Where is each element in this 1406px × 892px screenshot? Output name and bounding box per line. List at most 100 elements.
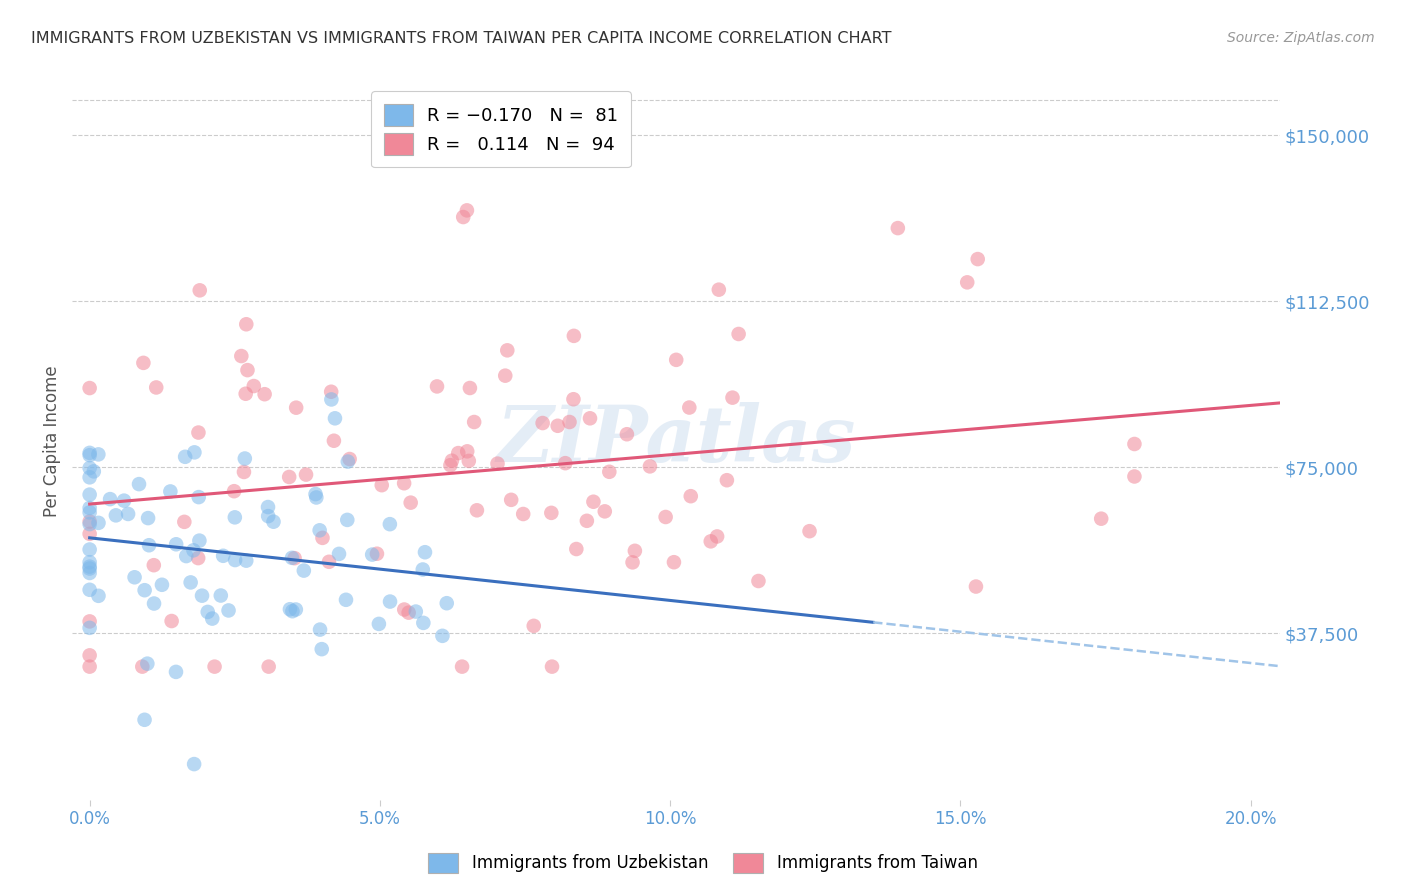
Point bbox=[243, 379, 266, 393]
Point bbox=[707, 283, 730, 297]
Point bbox=[716, 473, 738, 487]
Point bbox=[197, 605, 219, 619]
Point bbox=[965, 580, 987, 594]
Point bbox=[638, 459, 661, 474]
Point bbox=[562, 392, 585, 407]
Point bbox=[187, 490, 209, 504]
Point bbox=[79, 381, 101, 395]
Point bbox=[79, 566, 101, 580]
Point bbox=[236, 363, 259, 377]
Point bbox=[104, 508, 127, 523]
Point bbox=[201, 611, 224, 625]
Point bbox=[165, 665, 187, 679]
Point bbox=[456, 444, 478, 458]
Point bbox=[463, 415, 485, 429]
Point bbox=[799, 524, 821, 538]
Point bbox=[128, 477, 150, 491]
Point bbox=[378, 517, 401, 532]
Point bbox=[1123, 469, 1146, 483]
Point bbox=[1123, 437, 1146, 451]
Point bbox=[328, 547, 350, 561]
Point bbox=[412, 562, 434, 576]
Point bbox=[582, 494, 605, 508]
Point bbox=[413, 545, 436, 559]
Point bbox=[1090, 511, 1112, 525]
Point bbox=[512, 507, 534, 521]
Point bbox=[124, 570, 146, 584]
Point bbox=[678, 401, 700, 415]
Point bbox=[212, 549, 235, 563]
Point bbox=[598, 465, 620, 479]
Point bbox=[188, 283, 211, 297]
Point bbox=[456, 203, 478, 218]
Point bbox=[547, 418, 569, 433]
Point bbox=[558, 415, 581, 429]
Point bbox=[224, 510, 246, 524]
Legend: Immigrants from Uzbekistan, Immigrants from Taiwan: Immigrants from Uzbekistan, Immigrants f… bbox=[422, 847, 984, 880]
Text: Source: ZipAtlas.com: Source: ZipAtlas.com bbox=[1227, 31, 1375, 45]
Point bbox=[233, 465, 256, 479]
Point bbox=[191, 589, 214, 603]
Point bbox=[523, 619, 546, 633]
Point bbox=[593, 504, 616, 518]
Point bbox=[496, 343, 519, 358]
Point bbox=[292, 564, 315, 578]
Point bbox=[318, 555, 340, 569]
Point bbox=[253, 387, 276, 401]
Point bbox=[339, 452, 361, 467]
Point bbox=[439, 458, 461, 472]
Point bbox=[235, 554, 257, 568]
Point bbox=[257, 659, 280, 673]
Text: ZIPatlas: ZIPatlas bbox=[496, 402, 856, 479]
Point bbox=[160, 614, 183, 628]
Point bbox=[887, 221, 910, 235]
Point bbox=[451, 210, 474, 224]
Point bbox=[361, 548, 384, 562]
Point bbox=[83, 464, 105, 478]
Point bbox=[87, 516, 110, 530]
Point bbox=[322, 434, 344, 448]
Point bbox=[562, 329, 585, 343]
Point bbox=[321, 392, 343, 407]
Point bbox=[309, 623, 332, 637]
Point bbox=[426, 379, 449, 393]
Point bbox=[98, 492, 121, 507]
Point bbox=[235, 386, 257, 401]
Point bbox=[392, 476, 415, 491]
Point bbox=[79, 526, 101, 541]
Point bbox=[117, 507, 139, 521]
Point bbox=[284, 551, 307, 566]
Point bbox=[323, 411, 346, 425]
Point bbox=[79, 561, 101, 575]
Point bbox=[494, 368, 516, 383]
Point bbox=[165, 537, 187, 551]
Point bbox=[412, 615, 434, 630]
Point bbox=[654, 510, 676, 524]
Point bbox=[79, 582, 101, 597]
Point bbox=[295, 467, 318, 482]
Point bbox=[451, 659, 474, 673]
Point bbox=[79, 621, 101, 635]
Point bbox=[956, 276, 979, 290]
Point bbox=[79, 470, 101, 484]
Point bbox=[132, 356, 155, 370]
Point bbox=[311, 531, 333, 545]
Point bbox=[145, 380, 167, 394]
Point bbox=[531, 416, 554, 430]
Point bbox=[305, 491, 328, 505]
Point bbox=[747, 574, 769, 588]
Y-axis label: Per Capita Income: Per Capita Income bbox=[44, 365, 60, 516]
Point bbox=[378, 594, 401, 608]
Point bbox=[727, 326, 749, 341]
Point bbox=[224, 553, 246, 567]
Point bbox=[966, 252, 988, 266]
Point bbox=[554, 456, 576, 470]
Point bbox=[112, 493, 135, 508]
Text: IMMIGRANTS FROM UZBEKISTAN VS IMMIGRANTS FROM TAIWAN PER CAPITA INCOME CORRELATI: IMMIGRANTS FROM UZBEKISTAN VS IMMIGRANTS… bbox=[31, 31, 891, 46]
Point bbox=[263, 515, 285, 529]
Point bbox=[679, 489, 702, 503]
Point bbox=[405, 605, 427, 619]
Point bbox=[278, 602, 301, 616]
Point bbox=[174, 549, 197, 563]
Point bbox=[432, 629, 454, 643]
